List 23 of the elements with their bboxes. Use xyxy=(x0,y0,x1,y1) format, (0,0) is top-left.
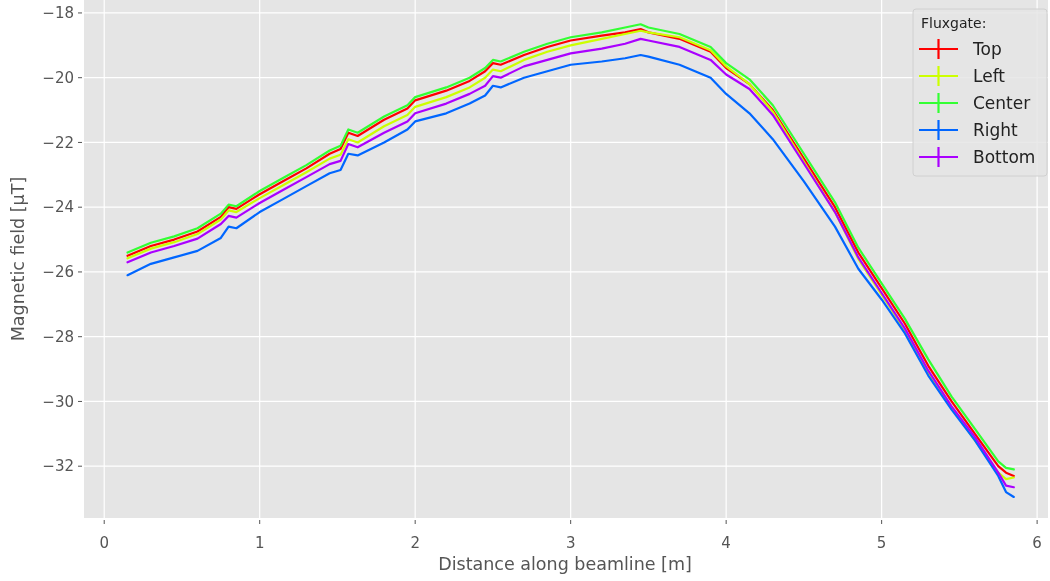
y-tick-label: −18 xyxy=(42,4,74,23)
x-tick-label: 2 xyxy=(410,534,420,552)
y-tick-label: −20 xyxy=(42,68,74,87)
x-axis-title: Distance along beamline [m] xyxy=(438,554,692,574)
y-tick-label: −24 xyxy=(42,198,74,217)
x-tick-label: 0 xyxy=(99,534,109,552)
y-tick-label: −28 xyxy=(42,327,74,346)
legend-label: Top xyxy=(972,38,1002,59)
legend-label: Right xyxy=(973,119,1019,140)
y-tick-label: −26 xyxy=(42,263,74,282)
x-tick-label: 4 xyxy=(721,534,731,552)
legend-label: Bottom xyxy=(973,146,1036,167)
x-tick-label: 5 xyxy=(876,534,887,552)
x-tick-label: 6 xyxy=(1032,534,1042,552)
y-axis-title: Magnetic field [µT] xyxy=(8,176,28,342)
y-tick-label: −32 xyxy=(42,457,74,476)
legend-title: Fluxgate: xyxy=(921,15,987,31)
y-tick-label: −22 xyxy=(42,133,74,152)
x-tick-label: 3 xyxy=(565,534,576,552)
x-tick-label: 1 xyxy=(254,534,265,552)
legend-label: Left xyxy=(973,65,1006,86)
y-tick-label: −30 xyxy=(42,392,74,411)
legend-label: Center xyxy=(973,92,1031,113)
